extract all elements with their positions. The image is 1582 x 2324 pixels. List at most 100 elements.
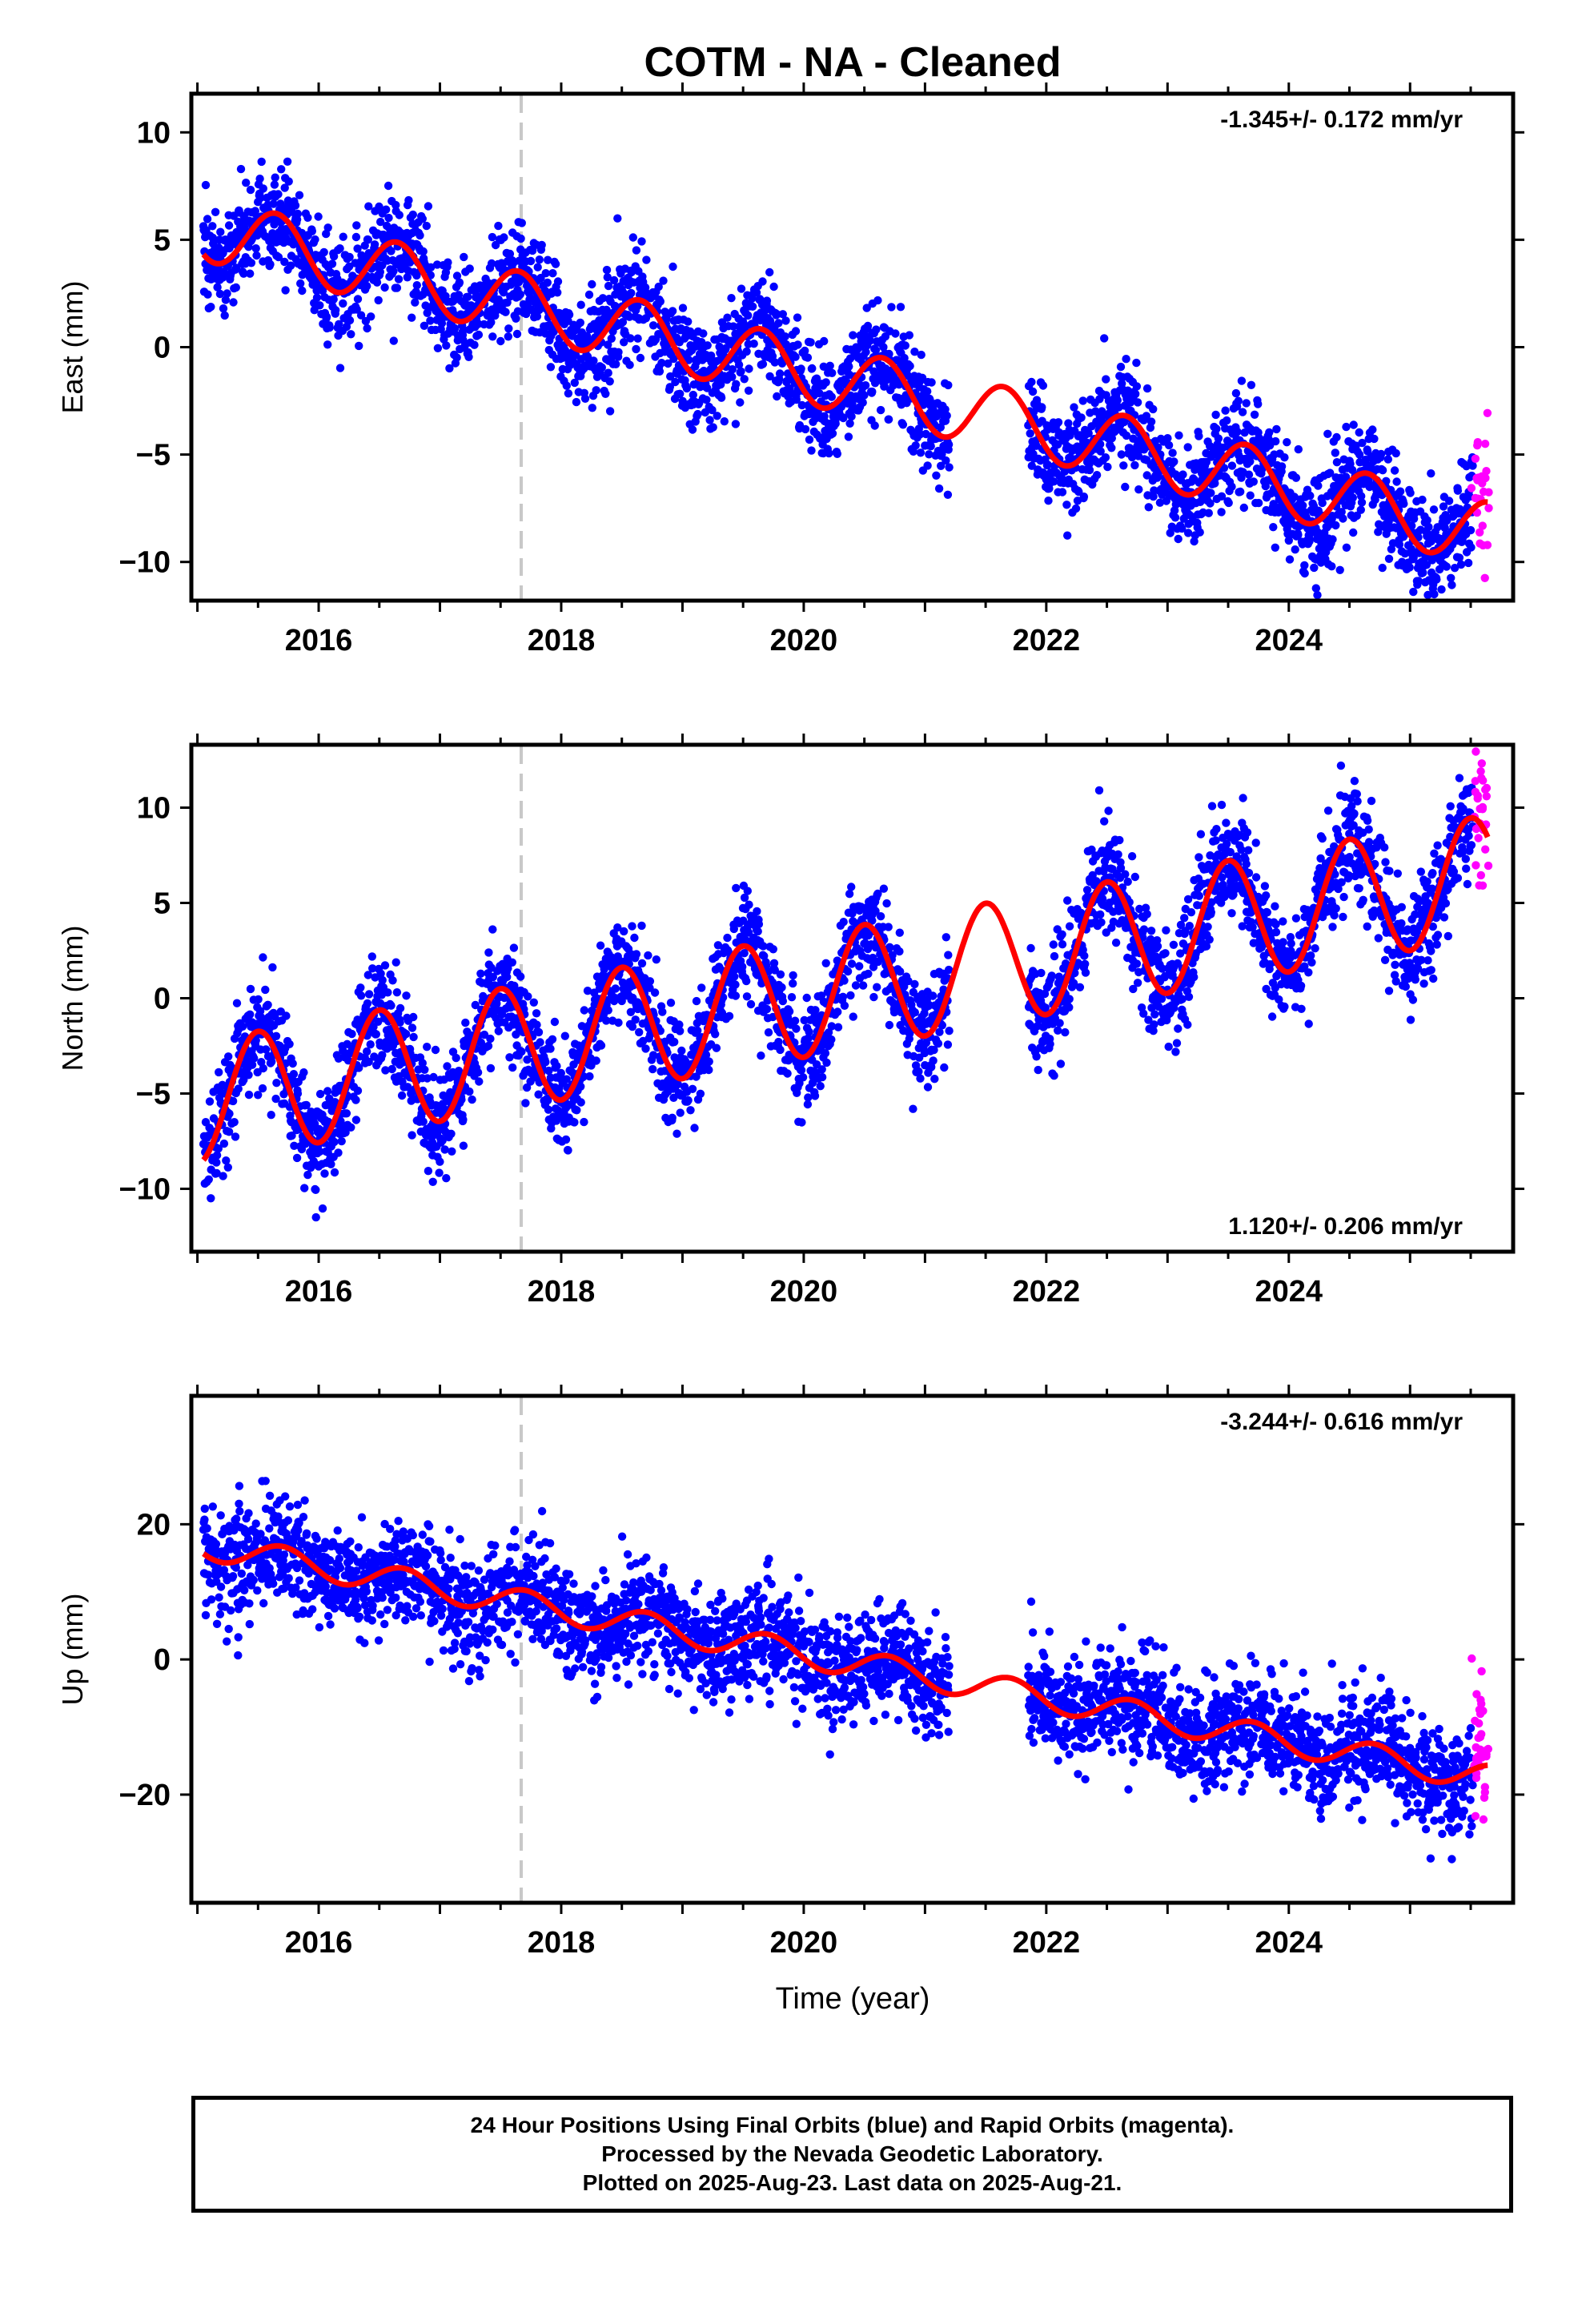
data-point [1163, 434, 1172, 443]
data-point [225, 1109, 234, 1118]
data-point [207, 303, 215, 312]
data-point [662, 315, 671, 324]
data-point [1096, 440, 1105, 448]
data-point [544, 1066, 553, 1076]
data-point [1348, 493, 1358, 502]
data-point [505, 249, 515, 259]
data-point [580, 394, 590, 403]
data-point [1107, 444, 1116, 452]
data-point [725, 1011, 734, 1021]
data-point [534, 1090, 543, 1099]
data-point [219, 304, 228, 313]
data-point [923, 461, 932, 470]
data-point [223, 289, 231, 298]
data-point [1121, 482, 1130, 492]
data-point [1364, 476, 1373, 485]
data-point [516, 234, 525, 243]
data-point [282, 1011, 291, 1020]
data-point [1132, 382, 1142, 391]
data-point [731, 420, 741, 428]
data-point [1113, 396, 1122, 404]
data-point [656, 297, 665, 306]
data-point [688, 425, 697, 434]
data-point [1378, 563, 1387, 573]
data-point [858, 398, 867, 407]
data-point [1310, 563, 1319, 573]
data-point [551, 259, 560, 268]
data-point [592, 386, 600, 395]
data-point [861, 348, 870, 356]
data-point [1376, 449, 1386, 459]
data-point [648, 1051, 658, 1059]
data-point [367, 952, 376, 961]
data-point [271, 1031, 281, 1041]
data-point [281, 286, 290, 295]
data-point [785, 1007, 794, 1016]
data-point [576, 1082, 585, 1092]
data-point [1054, 418, 1063, 427]
data-point [465, 1087, 474, 1096]
data-point [601, 389, 610, 398]
data-point [654, 282, 663, 292]
data-point [812, 374, 821, 383]
data-point [845, 419, 854, 428]
data-point [752, 288, 761, 297]
data-point [757, 1051, 765, 1060]
data-point [778, 996, 787, 1006]
data-point [216, 227, 225, 236]
data-point [769, 945, 777, 954]
data-point [839, 918, 848, 927]
data-point [420, 1065, 429, 1075]
data-point [383, 988, 392, 997]
data-point [717, 393, 726, 402]
data-point [589, 356, 598, 365]
data-point [676, 1108, 685, 1117]
data-point [770, 966, 779, 975]
data-point [898, 420, 908, 429]
data-point [732, 883, 741, 893]
data-point [455, 278, 464, 287]
data-point [1237, 376, 1247, 385]
data-point [711, 1030, 720, 1039]
data-point [509, 943, 519, 952]
data-point [769, 282, 778, 292]
data-point [609, 275, 619, 285]
data-point [1178, 524, 1186, 533]
data-point [257, 157, 266, 167]
data-point [665, 383, 674, 392]
data-point [422, 221, 431, 231]
data-point [431, 1045, 440, 1055]
data-point [473, 1068, 483, 1077]
data-point [942, 411, 951, 420]
data-point [693, 1026, 702, 1035]
data-point [284, 177, 293, 186]
data-point [811, 1006, 820, 1015]
data-point [339, 232, 347, 241]
data-point [657, 359, 666, 368]
data-point [427, 263, 436, 271]
data-point [401, 1029, 411, 1039]
data-point [740, 375, 749, 384]
data-point [697, 983, 706, 992]
data-point [404, 1083, 412, 1092]
data-point [873, 296, 882, 305]
data-point [288, 1059, 297, 1068]
x-tick-label: 2016 [285, 624, 353, 657]
data-point [844, 432, 853, 441]
data-point [705, 1057, 713, 1066]
data-point [331, 306, 340, 315]
data-point [254, 995, 263, 1004]
data-point [1269, 523, 1278, 532]
data-point [880, 382, 889, 391]
data-point [934, 484, 944, 493]
data-point [387, 247, 396, 255]
data-point [303, 213, 312, 222]
data-point [758, 360, 768, 368]
data-point [720, 417, 729, 426]
data-point [1405, 563, 1414, 572]
data-point [363, 282, 371, 291]
data-point [247, 259, 256, 267]
data-point [274, 252, 283, 262]
data-point [418, 1059, 427, 1068]
chart-title: COTM - NA - Cleaned [644, 39, 1062, 86]
